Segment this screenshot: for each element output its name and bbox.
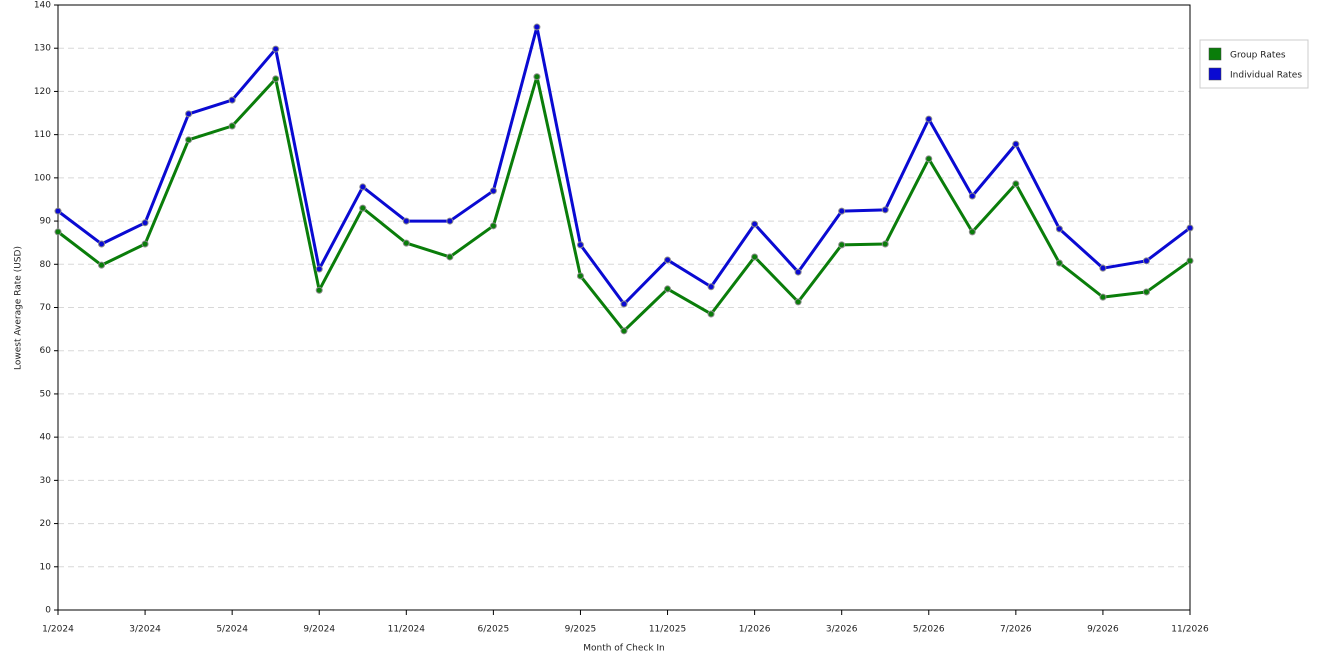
x-tick-label: 11/2026 [1171,625,1209,635]
data-point [664,285,672,293]
data-point [1142,288,1150,296]
data-point [98,261,106,269]
data-point [185,110,193,118]
x-tick-label: 3/2026 [826,625,858,635]
data-point [1012,140,1020,148]
data-point [402,217,410,225]
data-point [968,192,976,200]
y-tick-label: 40 [40,433,52,443]
data-point [707,283,715,291]
data-point [315,286,323,294]
y-tick-label: 70 [40,303,52,313]
data-point [1012,180,1020,188]
data-point [1055,259,1063,267]
x-tick-label: 3/2024 [129,625,161,635]
data-point [402,239,410,247]
data-point [1099,293,1107,301]
data-point [968,228,976,236]
data-point [1055,225,1063,233]
data-point [533,23,541,31]
data-point [707,310,715,318]
x-tick-label: 1/2024 [42,625,74,635]
data-point [881,240,889,248]
data-point [1099,264,1107,272]
y-tick-label: 140 [34,1,51,11]
data-point [751,253,759,261]
y-tick-label: 100 [34,173,51,183]
y-tick-label: 90 [40,217,52,227]
x-tick-label: 9/2024 [303,625,335,635]
data-point [620,300,628,308]
data-point [228,122,236,130]
y-tick-label: 110 [34,130,51,140]
data-point [272,45,280,53]
legend-label: Individual Rates [1230,71,1302,81]
x-tick-label: 1/2026 [739,625,771,635]
x-tick-label: 5/2026 [913,625,945,635]
data-point [359,183,367,191]
legend-label: Group Rates [1230,51,1286,61]
legend-swatch [1208,47,1222,61]
data-point [576,272,584,280]
data-point [620,327,628,335]
data-point [489,187,497,195]
y-tick-label: 10 [40,562,52,572]
data-point [54,228,62,236]
data-point [533,73,541,81]
y-tick-label: 130 [34,44,51,54]
x-tick-label: 11/2024 [388,625,426,635]
data-point [925,115,933,123]
data-point [838,241,846,249]
x-axis-label: Month of Check In [583,644,665,654]
data-point [1142,257,1150,265]
data-point [838,207,846,215]
x-tick-label: 9/2025 [565,625,597,635]
data-point [446,253,454,261]
data-point [1186,257,1194,265]
data-point [359,204,367,212]
y-axis-label: Lowest Average Rate (USD) [14,246,24,370]
legend-swatch [1208,67,1222,81]
x-tick-label: 7/2026 [1000,625,1032,635]
data-point [794,298,802,306]
x-tick-label: 5/2024 [216,625,248,635]
data-point [228,96,236,104]
data-point [1186,224,1194,232]
data-point [141,219,149,227]
data-point [185,136,193,144]
data-point [751,220,759,228]
y-tick-label: 120 [34,87,51,97]
data-point [925,155,933,163]
data-point [576,241,584,249]
data-point [272,75,280,83]
data-point [489,222,497,230]
y-tick-label: 30 [40,476,52,486]
y-tick-label: 0 [45,606,51,616]
plot-frame [57,4,1191,611]
x-tick-label: 9/2026 [1087,625,1119,635]
series-line [57,75,1191,333]
data-point [446,217,454,225]
x-tick-label: 11/2025 [649,625,686,635]
series-line [57,25,1191,306]
y-tick-label: 20 [40,519,52,529]
data-point [98,240,106,248]
data-point [794,268,802,276]
x-tick-label: 6/2025 [478,625,510,635]
data-point [54,207,62,215]
legend-box [1199,39,1309,89]
data-point [315,265,323,273]
data-point [881,206,889,214]
y-tick-label: 60 [40,346,52,356]
data-point [664,256,672,264]
y-tick-label: 50 [40,389,52,399]
y-tick-label: 80 [40,260,52,270]
data-point [141,240,149,248]
